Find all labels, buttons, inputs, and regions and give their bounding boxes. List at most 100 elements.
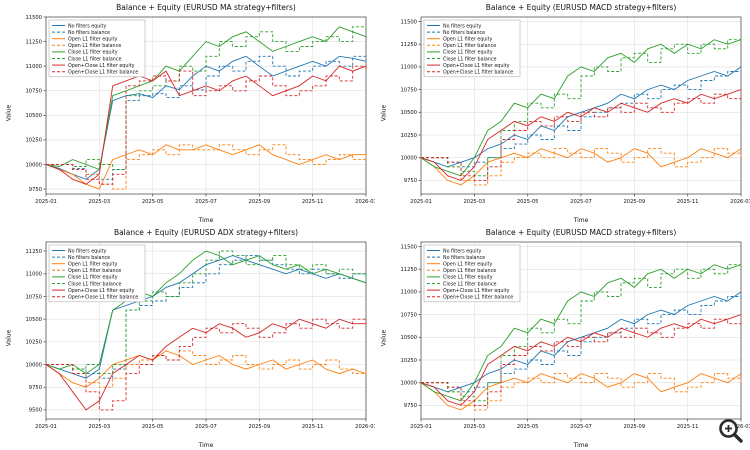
svg-text:10000: 10000 <box>25 162 42 168</box>
svg-text:11500: 11500 <box>400 19 417 25</box>
svg-text:2025-07: 2025-07 <box>570 199 592 205</box>
svg-text:2025-03: 2025-03 <box>463 199 485 205</box>
svg-text:Open+Close L1 filter equity: Open+Close L1 filter equity <box>443 288 510 294</box>
svg-text:2025-05: 2025-05 <box>142 424 164 430</box>
svg-text:Open L1 filter balance: Open L1 filter balance <box>68 43 121 49</box>
chart-plot-ma: 9750 10000 10250 10500 10750 11000 11250 11500 2… <box>25 15 375 205</box>
zoom-button[interactable] <box>717 417 745 445</box>
y-axis-label: Value <box>5 104 13 121</box>
svg-text:2025-01: 2025-01 <box>410 424 432 430</box>
svg-text:Close L1 filter balance: Close L1 filter balance <box>443 56 496 62</box>
svg-text:Open+Close L1 filter balance: Open+Close L1 filter balance <box>443 295 513 301</box>
svg-text:2026-01: 2026-01 <box>730 424 750 430</box>
svg-text:Close L1 filter balance: Close L1 filter balance <box>68 56 121 62</box>
svg-text:Close L1 filter balance: Close L1 filter balance <box>68 281 121 287</box>
svg-text:10500: 10500 <box>25 317 42 323</box>
svg-text:No filters balance: No filters balance <box>443 30 485 36</box>
x-axis-label: Time <box>573 217 589 224</box>
svg-text:2025-01: 2025-01 <box>35 424 57 430</box>
svg-text:Open+Close L1 filter balance: Open+Close L1 filter balance <box>443 70 513 76</box>
svg-text:No filters equity: No filters equity <box>68 248 106 254</box>
svg-text:10750: 10750 <box>400 87 417 93</box>
svg-text:Open+Close L1 filter equity: Open+Close L1 filter equity <box>68 288 135 294</box>
svg-text:11000: 11000 <box>25 272 42 278</box>
svg-text:2025-07: 2025-07 <box>195 199 217 205</box>
x-axis-label: Time <box>198 442 214 449</box>
chart-title-macd-bottom: Balance + Equity (EURUSD MACD strategy+f… <box>485 228 677 237</box>
chart-panel-2: 9500 9750 10000 10250 10500 10750 11000 11250 20… <box>0 225 375 450</box>
svg-text:Close L1 filter balance: Close L1 filter balance <box>443 281 496 287</box>
svg-text:No filters equity: No filters equity <box>443 248 481 254</box>
svg-text:10250: 10250 <box>400 358 417 364</box>
svg-text:11250: 11250 <box>25 249 42 255</box>
svg-text:2026-01: 2026-01 <box>355 424 375 430</box>
svg-text:Close L1 filter equity: Close L1 filter equity <box>443 275 493 281</box>
svg-text:11000: 11000 <box>400 65 417 71</box>
svg-text:No filters equity: No filters equity <box>443 23 481 29</box>
svg-text:Open+Close L1 filter equity: Open+Close L1 filter equity <box>443 63 510 69</box>
svg-text:2025-11: 2025-11 <box>677 424 699 430</box>
svg-text:2025-01: 2025-01 <box>410 199 432 205</box>
svg-text:Open L1 filter balance: Open L1 filter balance <box>443 268 496 274</box>
chart-panel-3: 9750 10000 10250 10500 10750 11000 11250 11500 2… <box>375 225 750 450</box>
y-axis-label: Value <box>380 329 388 346</box>
svg-text:Open L1 filter balance: Open L1 filter balance <box>443 43 496 49</box>
svg-text:Open L1 filter equity: Open L1 filter equity <box>68 262 118 268</box>
svg-text:10500: 10500 <box>25 113 42 119</box>
svg-text:Open L1 filter equity: Open L1 filter equity <box>68 37 118 43</box>
svg-text:2025-09: 2025-09 <box>623 199 645 205</box>
svg-text:10750: 10750 <box>25 89 42 95</box>
svg-text:No filters balance: No filters balance <box>443 255 485 261</box>
svg-text:10250: 10250 <box>400 133 417 139</box>
svg-text:2025-01: 2025-01 <box>35 199 57 205</box>
chart-plot-adx: 9500 9750 10000 10250 10500 10750 11000 11250 20… <box>25 241 375 430</box>
svg-text:2025-09: 2025-09 <box>248 199 270 205</box>
svg-text:2025-03: 2025-03 <box>88 199 110 205</box>
chart-plot-macd-top: 9750 10000 10250 10500 10750 11000 11250 11500 2… <box>400 16 750 205</box>
svg-text:2025-09: 2025-09 <box>623 424 645 430</box>
svg-text:2025-05: 2025-05 <box>142 199 164 205</box>
svg-text:9750: 9750 <box>404 403 417 409</box>
svg-text:10500: 10500 <box>400 335 417 341</box>
svg-text:9750: 9750 <box>29 187 42 193</box>
svg-text:2025-05: 2025-05 <box>517 199 539 205</box>
svg-text:11250: 11250 <box>25 39 42 45</box>
chart-title-adx: Balance + Equity (EURUSD ADX strategy+fi… <box>113 228 299 237</box>
svg-text:10750: 10750 <box>400 312 417 318</box>
svg-text:11500: 11500 <box>400 244 417 250</box>
svg-text:2025-03: 2025-03 <box>88 424 110 430</box>
x-axis-label: Time <box>198 217 214 224</box>
svg-text:11500: 11500 <box>25 15 42 21</box>
chart-panel-1: 9750 10000 10250 10500 10750 11000 11250 11500 2… <box>375 0 750 225</box>
svg-text:2025-07: 2025-07 <box>570 424 592 430</box>
chart-title-ma: Balance + Equity (EURUSD MA strategy+fil… <box>116 3 296 12</box>
svg-text:11250: 11250 <box>400 267 417 273</box>
svg-text:10500: 10500 <box>400 110 417 116</box>
svg-text:11000: 11000 <box>400 290 417 296</box>
svg-text:9750: 9750 <box>404 178 417 184</box>
svg-text:10250: 10250 <box>25 340 42 346</box>
svg-text:2025-03: 2025-03 <box>463 424 485 430</box>
svg-text:Close L1 filter equity: Close L1 filter equity <box>443 50 493 56</box>
svg-text:10250: 10250 <box>25 138 42 144</box>
svg-text:10000: 10000 <box>400 155 417 161</box>
svg-text:2025-11: 2025-11 <box>302 199 324 205</box>
chart-plot-macd-bottom: 9750 10000 10250 10500 10750 11000 11250 11500 2… <box>400 241 750 430</box>
svg-text:11000: 11000 <box>25 64 42 70</box>
svg-text:2025-11: 2025-11 <box>677 199 699 205</box>
svg-text:2025-09: 2025-09 <box>248 424 270 430</box>
svg-text:2025-07: 2025-07 <box>195 424 217 430</box>
svg-text:10000: 10000 <box>400 380 417 386</box>
y-axis-label: Value <box>5 329 13 346</box>
x-axis-label: Time <box>573 442 589 449</box>
svg-text:9750: 9750 <box>29 385 42 391</box>
svg-text:Open L1 filter balance: Open L1 filter balance <box>68 268 121 274</box>
svg-text:9500: 9500 <box>29 408 42 414</box>
svg-text:2025-11: 2025-11 <box>302 424 324 430</box>
svg-text:Open L1 filter equity: Open L1 filter equity <box>443 37 493 43</box>
svg-text:Open L1 filter equity: Open L1 filter equity <box>443 262 493 268</box>
svg-text:Close L1 filter equity: Close L1 filter equity <box>68 275 118 281</box>
y-axis-label: Value <box>380 104 388 121</box>
chart-panel-0: 9750 10000 10250 10500 10750 11000 11250 11500 2… <box>0 0 375 225</box>
